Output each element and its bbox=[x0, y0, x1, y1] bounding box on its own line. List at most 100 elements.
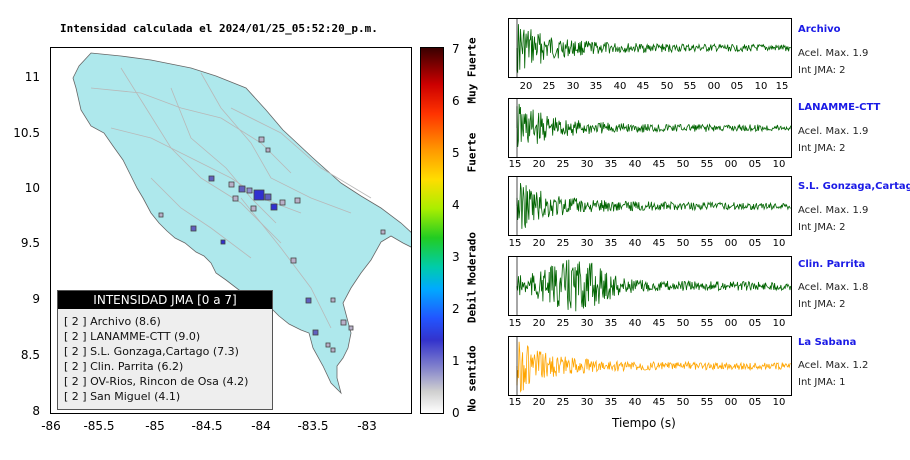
station-int: Int JMA: 2 bbox=[798, 299, 846, 310]
time-tick: 05 bbox=[748, 159, 762, 170]
time-tick: 15 bbox=[508, 318, 522, 329]
time-tick: 20 bbox=[532, 159, 546, 170]
time-tick: 55 bbox=[683, 81, 697, 92]
legend-entry: [ 2 ] OV-Rios, Rincon de Osa (4.2) bbox=[64, 375, 249, 388]
station-int: Int JMA: 2 bbox=[798, 143, 846, 154]
station-acel: Acel. Max. 1.8 bbox=[798, 282, 869, 293]
time-tick: 35 bbox=[604, 238, 618, 249]
waveform bbox=[516, 99, 791, 157]
time-axis: 15 20 25 30 35 40 45 50 55 00 05 10 bbox=[508, 238, 790, 252]
seismogram-panel-archivo[interactable] bbox=[508, 18, 792, 78]
legend-entry: [ 2 ] Clin. Parrita (6.2) bbox=[64, 360, 184, 373]
time-tick: 20 bbox=[532, 397, 546, 408]
time-tick: 00 bbox=[707, 81, 721, 92]
colorbar-category: Muy Fuerte bbox=[465, 37, 479, 104]
land-area bbox=[72, 52, 411, 395]
time-tick: 35 bbox=[604, 159, 618, 170]
map-x-tick: -85 bbox=[145, 419, 165, 433]
map-title: Intensidad calculada el 2024/01/25_05:52… bbox=[60, 22, 378, 35]
legend-entry: [ 2 ] S.L. Gonzaga,Cartago (7.3) bbox=[64, 345, 239, 358]
time-tick: 40 bbox=[628, 238, 642, 249]
time-tick: 05 bbox=[748, 397, 762, 408]
time-tick: 25 bbox=[556, 397, 570, 408]
station-acel: Acel. Max. 1.9 bbox=[798, 126, 869, 137]
time-tick: 50 bbox=[676, 318, 690, 329]
seismogram-panel-gonzaga[interactable] bbox=[508, 176, 792, 236]
time-tick: 00 bbox=[724, 159, 738, 170]
time-tick: 20 bbox=[532, 238, 546, 249]
time-tick: 15 bbox=[508, 159, 522, 170]
waveform bbox=[516, 337, 791, 395]
time-tick: 35 bbox=[604, 318, 618, 329]
time-axis-label: Tiempo (s) bbox=[612, 416, 676, 430]
time-tick: 40 bbox=[628, 318, 642, 329]
time-tick: 20 bbox=[519, 81, 533, 92]
intensity-colorbar bbox=[420, 47, 444, 414]
station-name: Archivo bbox=[798, 24, 841, 35]
time-tick: 05 bbox=[748, 238, 762, 249]
time-tick: 25 bbox=[556, 318, 570, 329]
time-tick: 45 bbox=[636, 81, 650, 92]
time-axis: 15 20 25 30 35 40 45 50 55 00 05 10 bbox=[508, 159, 790, 173]
time-tick: 10 bbox=[772, 238, 786, 249]
colorbar-tick: 6 bbox=[452, 94, 460, 108]
map-x-tick: -86 bbox=[41, 419, 61, 433]
station-acel: Acel. Max. 1.9 bbox=[798, 48, 869, 59]
time-tick: 05 bbox=[748, 318, 762, 329]
time-tick: 10 bbox=[772, 318, 786, 329]
colorbar-tick: 7 bbox=[452, 42, 460, 56]
map-y-tick: 8 bbox=[32, 404, 40, 418]
waveform bbox=[516, 177, 791, 235]
time-tick: 55 bbox=[700, 397, 714, 408]
time-tick: 10 bbox=[772, 159, 786, 170]
roads bbox=[90, 67, 372, 329]
time-tick: 15 bbox=[508, 397, 522, 408]
time-tick: 40 bbox=[613, 81, 627, 92]
map-y-tick: 11 bbox=[24, 70, 40, 84]
colorbar-tick: 4 bbox=[452, 198, 460, 212]
station-int: Int JMA: 1 bbox=[798, 377, 846, 388]
station-name: Clin. Parrita bbox=[798, 259, 866, 270]
station-markers bbox=[158, 136, 386, 353]
time-tick: 50 bbox=[660, 81, 674, 92]
costa-rica-map bbox=[72, 52, 411, 395]
time-tick: 55 bbox=[700, 159, 714, 170]
station-name: S.L. Gonzaga,Cartago bbox=[798, 181, 910, 192]
station-int: Int JMA: 2 bbox=[798, 65, 846, 76]
time-tick: 15 bbox=[775, 81, 789, 92]
time-tick: 55 bbox=[700, 318, 714, 329]
time-tick: 35 bbox=[589, 81, 603, 92]
time-tick: 00 bbox=[724, 397, 738, 408]
map-y-tick: 10 bbox=[24, 181, 40, 195]
colorbar-tick: 1 bbox=[452, 354, 460, 368]
seismogram-panel-lanamme[interactable] bbox=[508, 98, 792, 158]
map-x-tick: -83.5 bbox=[297, 419, 329, 433]
legend-entry: [ 2 ] Archivo (8.6) bbox=[64, 315, 161, 328]
station-acel: Acel. Max. 1.2 bbox=[798, 360, 869, 371]
station-int: Int JMA: 2 bbox=[798, 222, 846, 233]
time-tick: 45 bbox=[652, 318, 666, 329]
seismogram-panel-parrita[interactable] bbox=[508, 256, 792, 316]
map-y-tick: 10.5 bbox=[13, 126, 40, 140]
time-tick: 30 bbox=[566, 81, 580, 92]
time-tick: 15 bbox=[508, 238, 522, 249]
map-y-tick: 9.5 bbox=[20, 236, 40, 250]
seismogram-panel-la-sabana[interactable] bbox=[508, 336, 792, 396]
time-tick: 05 bbox=[730, 81, 744, 92]
station-acel: Acel. Max. 1.9 bbox=[798, 205, 869, 216]
intensity-legend: INTENSIDAD JMA [0 a 7] [ 2 ] Archivo (8.… bbox=[57, 290, 273, 410]
time-axis: 15 20 25 30 35 40 45 50 55 00 05 10 bbox=[508, 318, 790, 332]
waveform bbox=[516, 19, 791, 77]
colorbar-tick: 5 bbox=[452, 146, 460, 160]
colorbar-category: No sentido bbox=[465, 345, 479, 412]
time-tick: 50 bbox=[676, 159, 690, 170]
time-tick: 50 bbox=[676, 397, 690, 408]
station-name: La Sabana bbox=[798, 337, 857, 348]
map-x-tick: -84.5 bbox=[191, 419, 223, 433]
time-tick: 30 bbox=[580, 318, 594, 329]
time-tick: 35 bbox=[604, 397, 618, 408]
time-tick: 40 bbox=[628, 159, 642, 170]
legend-title: INTENSIDAD JMA [0 a 7] bbox=[58, 291, 272, 309]
time-tick: 25 bbox=[556, 159, 570, 170]
colorbar-tick: 0 bbox=[452, 406, 460, 420]
